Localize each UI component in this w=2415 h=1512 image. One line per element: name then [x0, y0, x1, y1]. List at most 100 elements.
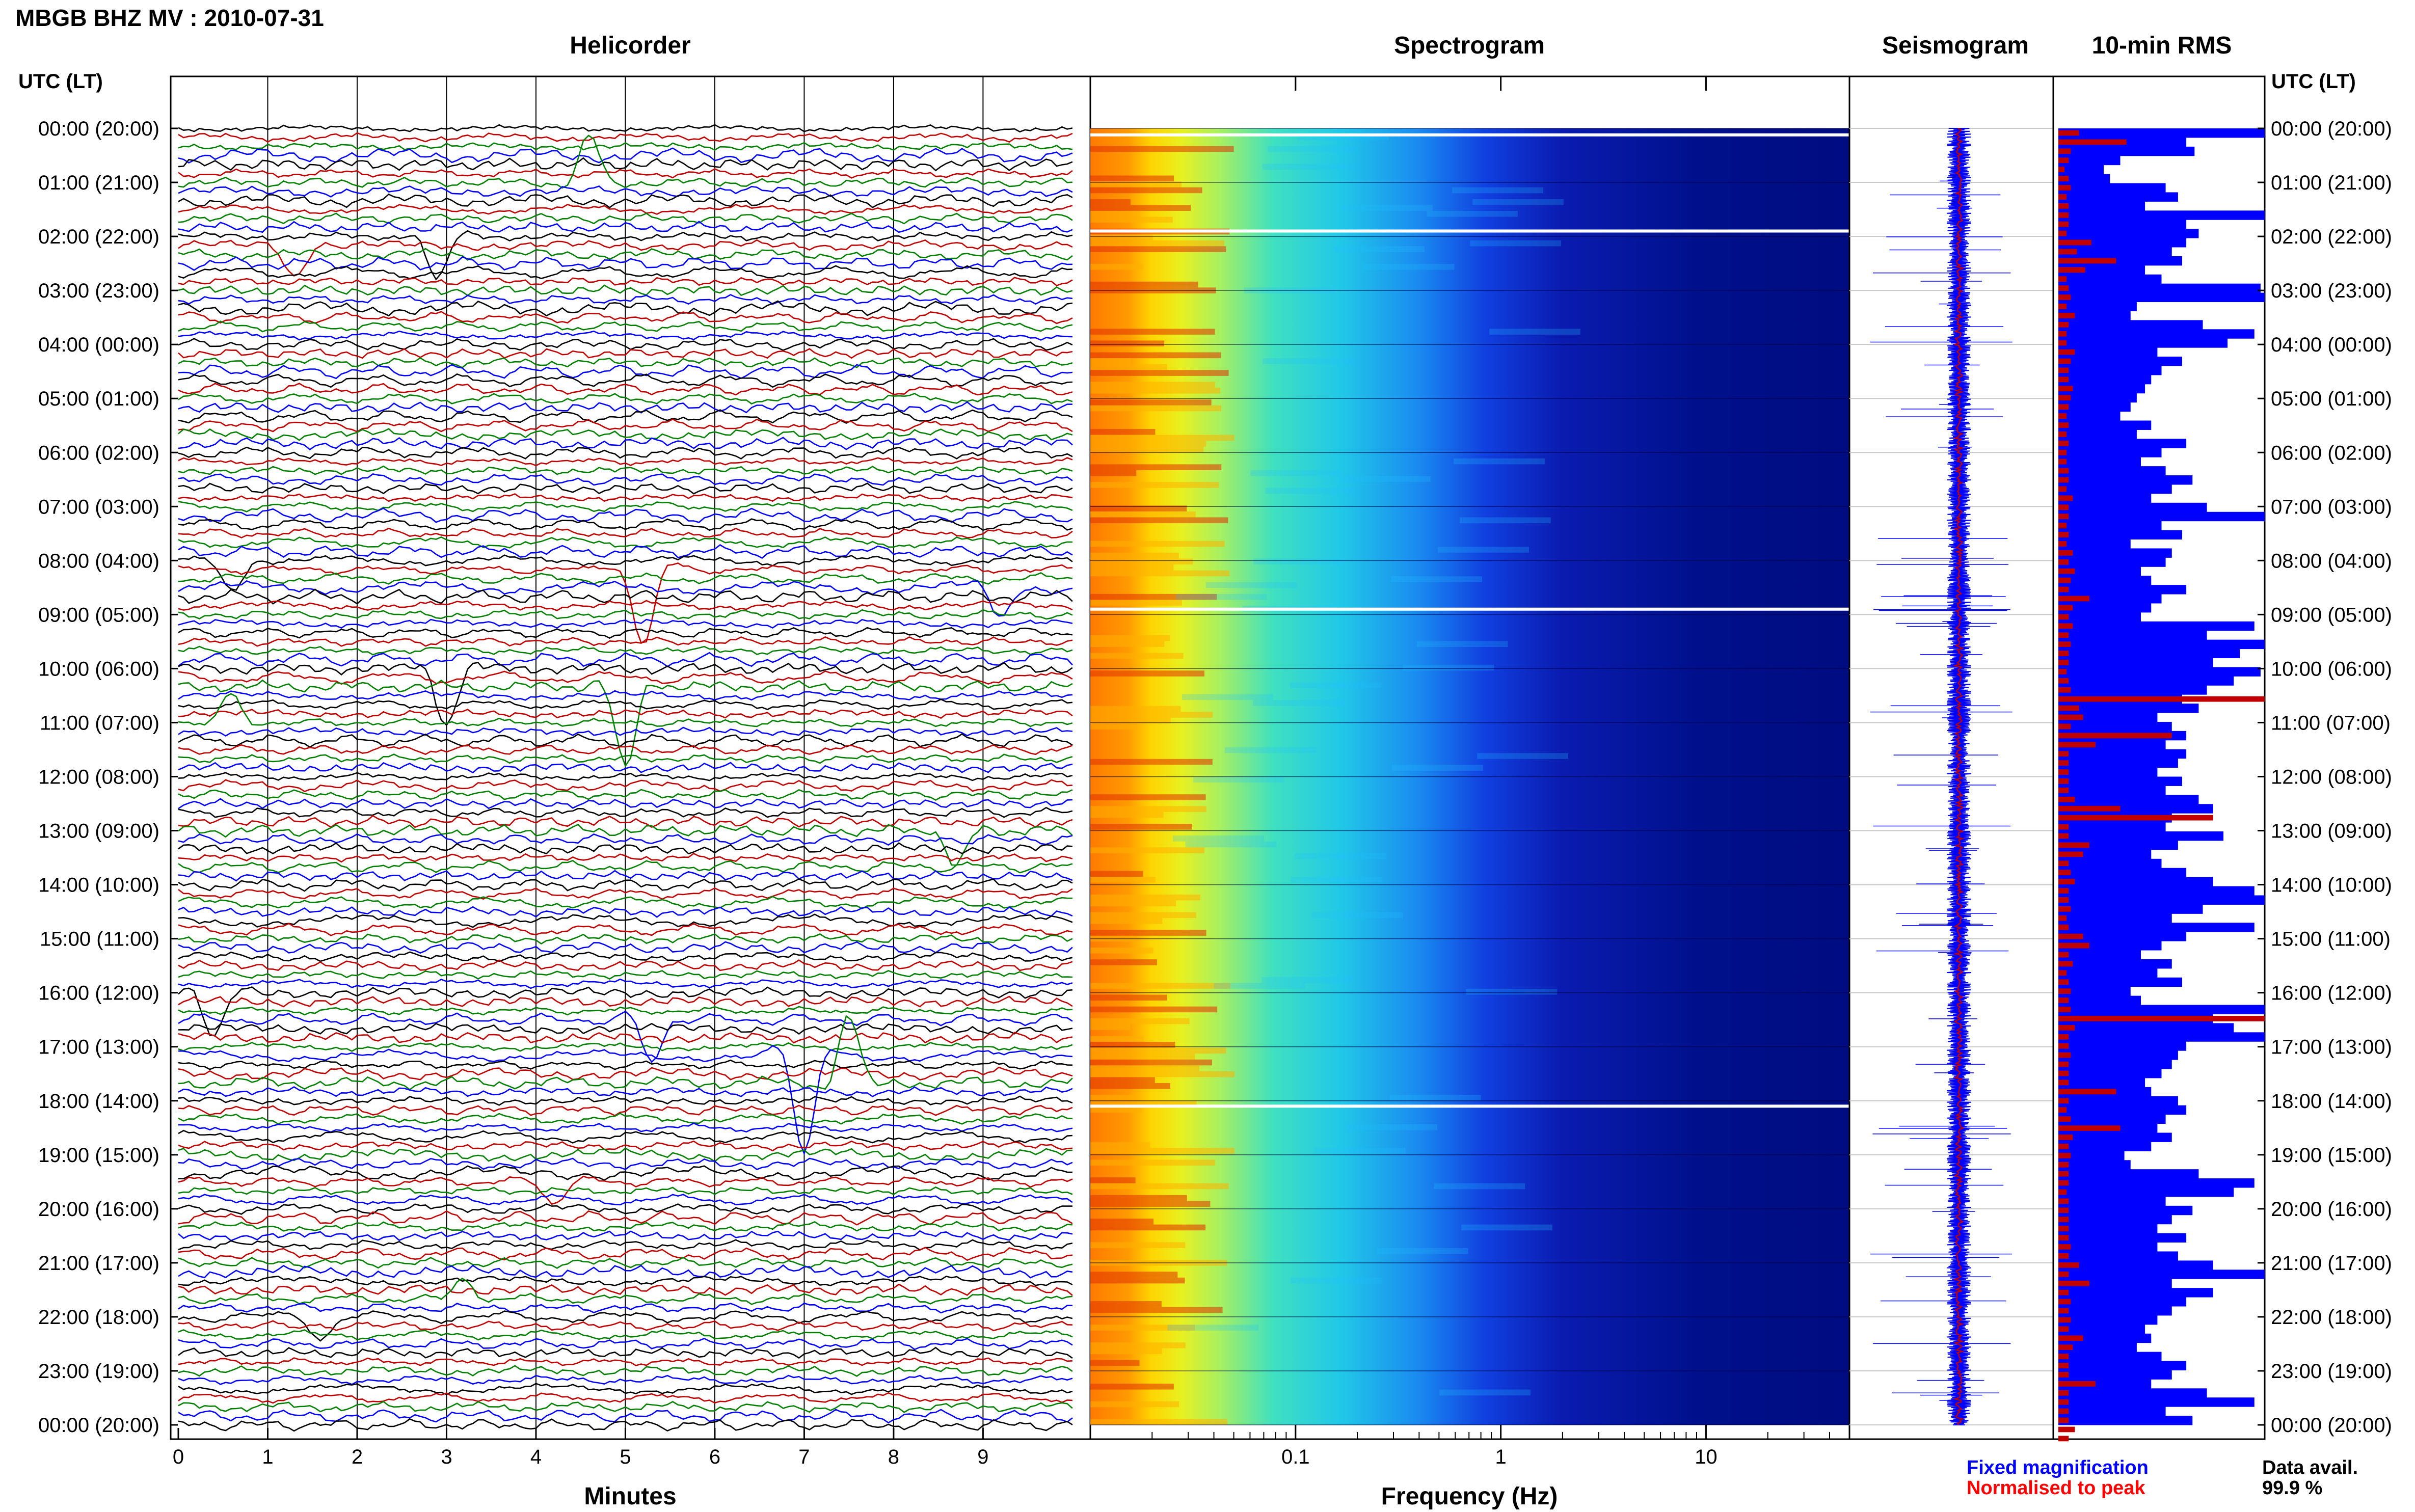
- rms-bar-fixed-118: [2058, 1205, 2193, 1216]
- spectrogram-row-band: [1090, 1277, 1185, 1284]
- rms-bar-fixed-92: [2058, 968, 2158, 978]
- spectrogram-row-streak: [1438, 547, 1530, 553]
- rms-bar-normalised-124: [2058, 1262, 2079, 1268]
- helicorder-trace-80: [178, 842, 1073, 855]
- rms-bar-normalised-127: [2058, 1289, 2069, 1295]
- rms-bar-normalised-142: [2058, 1426, 2075, 1433]
- rms-bar-fixed-125: [2058, 1270, 2265, 1279]
- helicorder-trace-110: [178, 1113, 1072, 1125]
- spectrogram-row-streak: [1346, 1124, 1438, 1130]
- rms-bar-fixed-129: [2058, 1306, 2172, 1316]
- helicorder-trace-108: [178, 1095, 1073, 1106]
- rms-bar-fixed-21: [2058, 320, 2203, 330]
- rms-bar-fixed-46: [2058, 548, 2172, 558]
- spectrogram-row-streak: [1477, 753, 1569, 759]
- spectrogram-row-band: [1090, 1183, 1229, 1190]
- helicorder-trace-29: [178, 383, 1073, 396]
- rms-bar-fixed-54: [2058, 621, 2255, 631]
- right-ytick-label: 23:00 (19:00): [2271, 1360, 2392, 1383]
- spectrogram-row-streak: [1250, 470, 1342, 476]
- rms-bar-fixed-52: [2058, 603, 2152, 613]
- left-ytick-label: 16:00 (12:00): [38, 982, 159, 1005]
- rms-bar-fixed-119: [2058, 1214, 2172, 1225]
- rms-bar-normalised-18: [2058, 294, 2071, 300]
- seismogram-title: Seismogram: [1882, 32, 2029, 59]
- spectrogram-row-streak: [1427, 210, 1518, 217]
- helicorder-trace-74: [178, 789, 1073, 801]
- rms-bar-fixed-80: [2058, 858, 2162, 869]
- rms-bar-normalised-11: [2058, 230, 2067, 236]
- left-ytick-label: 20:00 (16:00): [38, 1198, 159, 1221]
- helicorder-xtick-label: 0: [173, 1446, 184, 1468]
- helicorder-trace-8: [178, 193, 1073, 208]
- helicorder-trace-121: [178, 1210, 1073, 1226]
- spectrogram-row-streak: [1193, 776, 1284, 783]
- right-ytick-label: 22:00 (18:00): [2271, 1306, 2392, 1329]
- rms-bar-fixed-76: [2058, 822, 2166, 832]
- rms-bar-fixed-127: [2058, 1288, 2213, 1298]
- rms-bar-normalised-107: [2058, 1107, 2067, 1113]
- spectrogram-row-band: [1090, 1065, 1199, 1071]
- spectrogram-row-band: [1090, 329, 1215, 335]
- spectrogram-row-band: [1090, 464, 1222, 470]
- rms-bar-normalised-81: [2058, 870, 2071, 876]
- spectrogram-row-band: [1090, 505, 1187, 511]
- spectrogram-row-band: [1090, 900, 1176, 906]
- spectrogram-row-band: [1090, 706, 1181, 712]
- rms-bar-normalised-28: [2058, 386, 2073, 392]
- rms-bar-fixed-36: [2058, 457, 2141, 467]
- rms-bar-fixed-30: [2058, 402, 2131, 412]
- rms-bar-fixed-120: [2058, 1224, 2158, 1234]
- rms-bar-fixed-40: [2058, 493, 2152, 503]
- helicorder-trace-33: [178, 418, 1073, 433]
- rms-bar-normalised-45: [2058, 541, 2067, 547]
- spectrogram-row-band: [1090, 1348, 1162, 1355]
- rms-bar-normalised-34: [2058, 440, 2069, 446]
- rms-bar-normalised-122: [2058, 1244, 2071, 1250]
- spectrogram-row-streak: [1205, 582, 1297, 588]
- spectrogram-row-band: [1090, 593, 1217, 600]
- rms-bar-normalised-62: [2058, 696, 2265, 702]
- rms-bar-fixed-123: [2058, 1251, 2178, 1261]
- spectrogram-row-streak: [1311, 912, 1403, 919]
- helicorder-trace-27: [178, 364, 1073, 380]
- rms-bar-normalised-68: [2058, 751, 2069, 757]
- helicorder-trace-66: [178, 693, 1073, 727]
- spectrogram-row-band: [1090, 370, 1229, 376]
- rms-bar-normalised-114: [2058, 1171, 2069, 1177]
- helicorder-trace-104: [178, 1059, 1072, 1070]
- rms-bar-fixed-139: [2058, 1397, 2255, 1407]
- rms-bar-fixed-85: [2058, 904, 2203, 914]
- helicorder-trace-50: [178, 572, 1073, 585]
- helicorder-trace-126: [178, 1256, 1073, 1269]
- rms-bar-normalised-123: [2058, 1253, 2069, 1259]
- left-ytick-label: 19:00 (15:00): [38, 1144, 159, 1167]
- helicorder-trace-67: [178, 726, 1073, 737]
- spectrogram-xtick-label: 10: [1695, 1446, 1718, 1468]
- helicorder-trace-75: [178, 798, 1072, 809]
- rms-bar-normalised-9: [2058, 212, 2069, 218]
- rms-bar-normalised-41: [2058, 504, 2069, 510]
- helicorder-trace-136: [178, 1346, 1073, 1359]
- helicorder-xtick-label: 2: [352, 1446, 363, 1468]
- rms-bar-normalised-35: [2058, 449, 2067, 455]
- rms-bar-fixed-3: [2058, 155, 2121, 166]
- helicorder-trace-129: [178, 1283, 1073, 1296]
- rms-bar-fixed-82: [2058, 877, 2213, 887]
- left-ytick-label: 00:00 (20:00): [38, 1414, 159, 1437]
- rms-bar-normalised-48: [2058, 568, 2075, 574]
- rms-bar-fixed-34: [2058, 439, 2187, 448]
- rms-bar-fixed-4: [2058, 165, 2104, 175]
- right-ytick-label: 07:00 (03:00): [2271, 496, 2392, 518]
- rms-bar-fixed-11: [2058, 229, 2199, 238]
- helicorder-trace-82: [178, 859, 1073, 874]
- rms-bar-fixed-57: [2058, 649, 2240, 659]
- spectrogram-row-streak: [1341, 205, 1433, 211]
- rms-bar-fixed-6: [2058, 183, 2166, 193]
- helicorder-trace-57: [178, 636, 1073, 647]
- helicorder-trace-117: [178, 1175, 1073, 1205]
- spectrogram-row-streak: [1173, 835, 1264, 842]
- rms-bar-normalised-98: [2058, 1024, 2075, 1031]
- seismogram-normalised-trace: [1952, 127, 1965, 1425]
- rms-bar-normalised-46: [2058, 550, 2073, 556]
